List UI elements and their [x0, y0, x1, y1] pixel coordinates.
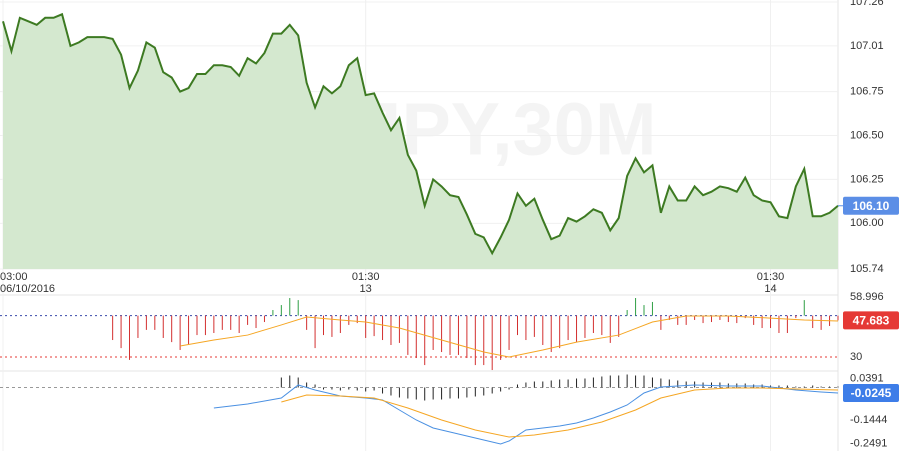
y-tick-label: 106.25 — [850, 173, 884, 185]
macd-line — [213, 384, 839, 445]
y-tick-label: 107.01 — [850, 40, 884, 52]
x-tick-sublabel: 13 — [360, 283, 372, 295]
area-fill — [3, 14, 838, 270]
x-tick-label: 01:30 — [757, 271, 785, 283]
macd-line — [281, 387, 839, 438]
x-tick-sublabel: 14 — [764, 283, 776, 295]
y-tick-label: -0.1444 — [850, 414, 887, 426]
price-tag — [843, 311, 899, 330]
y-tick-label: 106.00 — [850, 217, 884, 229]
y-tick-label: 106.75 — [850, 85, 884, 97]
x-tick-label: 01:30 — [352, 271, 380, 283]
price-tag — [843, 196, 899, 215]
y-tick-label: 0.0391 — [850, 373, 884, 385]
signal-line — [180, 315, 839, 358]
price-tag — [843, 384, 899, 403]
price-tag-label: -0.0245 — [851, 386, 892, 400]
price-tag-label: 47.683 — [853, 314, 890, 328]
y-tick-label: 107.26 — [850, 0, 884, 8]
y-tick-label: 106.50 — [850, 129, 884, 141]
y-tick-label: 30 — [850, 351, 862, 363]
price-line — [2, 12, 839, 256]
price-tag-label: 106.10 — [853, 199, 890, 213]
x-tick-label: 03:00 — [0, 271, 28, 283]
y-tick-label: -0.2491 — [850, 437, 887, 449]
x-tick-sublabel: 06/10/2016 — [0, 283, 55, 295]
y-tick-label: 105.74 — [850, 263, 884, 275]
y-tick-label: 58.996 — [850, 291, 884, 303]
